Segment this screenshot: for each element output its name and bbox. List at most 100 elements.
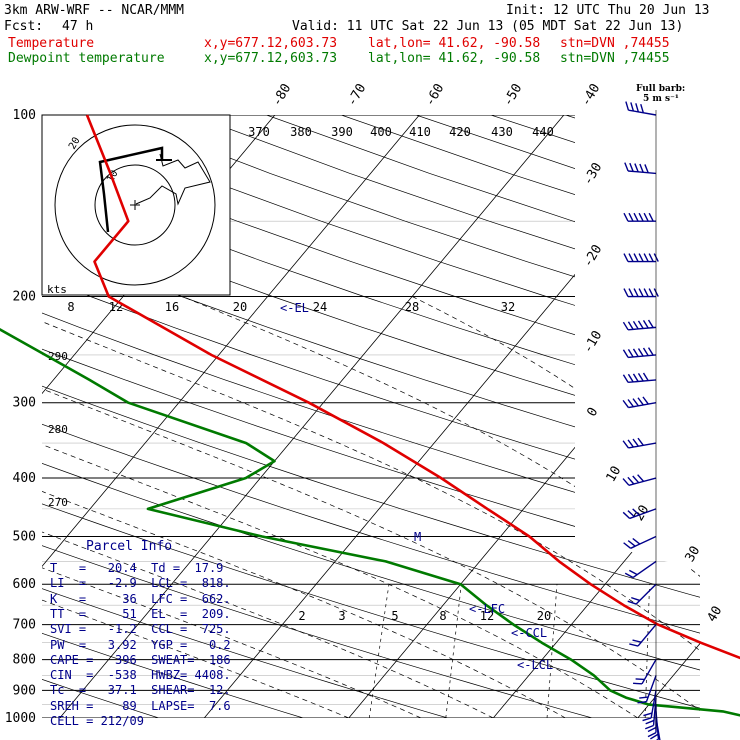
pressure-tick-label: 700 <box>13 618 36 633</box>
wind-barb-flag <box>632 348 639 357</box>
isotherm-label: -20 <box>581 242 606 270</box>
parcel-info-row: SVI = -1.2 CCL = 725. <box>50 622 231 637</box>
wind-barb-flag <box>627 510 635 518</box>
dewpoint-legend: Dewpoint temperature <box>8 51 165 66</box>
wind-barb-flag <box>629 162 634 172</box>
mixing-ratio-line <box>644 584 650 718</box>
dry-adiabat-line <box>415 115 700 718</box>
temperature-xy: x,y=677.12,603.73 <box>204 36 338 51</box>
wind-barb-flag <box>627 476 635 485</box>
barb-legend-value: 5 m s⁻¹ <box>643 94 679 104</box>
mixing-ratio-line <box>368 584 390 718</box>
theta-e-label: 410 <box>409 125 431 139</box>
isotherm-label: -40 <box>579 81 604 109</box>
dry-adiabat-line <box>42 115 448 718</box>
wind-barb-flag <box>637 397 644 406</box>
mixing-ratio-line <box>546 584 558 718</box>
wind-barb-flag <box>647 319 654 328</box>
wind-barb-flag <box>642 717 652 722</box>
theta-e-label: 400 <box>370 125 392 139</box>
wind-barb-flag <box>632 475 640 484</box>
dry-adiabat-line <box>42 115 700 718</box>
theta-e-label: 390 <box>331 125 353 139</box>
valid-time: Valid: 11 UTC Sat 22 Jun 13 (05 MDT Sat … <box>292 19 684 34</box>
dewpoint-profile <box>0 328 740 717</box>
wind-barb-flag <box>638 288 644 297</box>
wind-barb-flag <box>622 440 629 449</box>
pressure-tick-label: 500 <box>13 529 36 544</box>
isotherm-label: -70 <box>345 81 370 109</box>
wind-barb-staff <box>632 560 657 579</box>
hodograph-ring-10 <box>94 164 176 246</box>
wind-barb-flag <box>644 724 654 730</box>
parcel-info-row: T = 20.4 Td = 17.9 <box>50 561 224 575</box>
wind-barb-flag <box>628 253 634 262</box>
wind-barb-flag <box>628 569 638 576</box>
wind-barb-flag <box>623 288 629 297</box>
wind-barb-flag <box>630 102 635 112</box>
parcel-info-row: SREH = 89 LAPSE= 7.6 <box>50 698 231 713</box>
wind-barb-flag <box>627 439 634 448</box>
forecast-hours: 47 h <box>62 19 94 34</box>
moist-adiabat-line <box>42 296 638 718</box>
parcel-info-row: CIN = -538 HWBZ= 4408. <box>50 668 231 683</box>
hodograph-speed-label: 20 <box>233 300 247 314</box>
dry-adiabat-line <box>42 115 593 718</box>
wind-barb-flag <box>648 212 654 222</box>
mixing-ratio-label: 20 <box>537 609 551 623</box>
isotherm-label: -60 <box>423 81 448 109</box>
wind-barb-flag <box>647 726 657 733</box>
dry-adiabat-line <box>42 115 700 718</box>
wind-barb-flag <box>643 712 653 717</box>
wind-barbs <box>622 101 661 740</box>
parcel-info-row: LI = -2.9 LCL = 818. <box>50 576 231 591</box>
hodograph-ring-label: 20 <box>67 136 83 152</box>
wind-barb-flag <box>640 103 644 113</box>
mixing-ratio-label: 12 <box>480 609 494 623</box>
wind-barb-flag <box>623 212 629 222</box>
hodograph-ring-20 <box>54 124 216 286</box>
wind-barb-flag <box>632 537 641 545</box>
wind-barb-flag <box>627 348 634 358</box>
hodograph-trace-thin <box>135 153 211 206</box>
wind-barb-flag <box>639 163 644 173</box>
wind-barb-flag <box>633 682 643 685</box>
wind-barb-flag <box>637 348 644 357</box>
pressure-tick-label: 300 <box>13 396 36 411</box>
wind-barb-flag <box>632 438 639 447</box>
el-marker: <-EL <box>280 301 309 315</box>
dry-adiabat-line <box>191 115 700 718</box>
parcel-info-row: PW = 3.92 YGP = 0.2 <box>50 637 231 652</box>
wind-barb-flag <box>629 643 639 647</box>
wind-barb-flag <box>622 478 630 486</box>
theta-e-label: 370 <box>248 125 270 139</box>
wind-barb-flag <box>642 372 649 381</box>
wind-barb-flag <box>622 321 629 331</box>
wind-barb-flag <box>648 253 654 262</box>
isotherm-label: 10 <box>604 464 625 485</box>
model-title: 3km ARW-WRF -- NCAR/MMM <box>4 3 185 18</box>
mixing-ratio-label: 5 <box>391 609 398 623</box>
parcel-info-row: K = 36 LFC = 662. <box>50 591 231 606</box>
m-marker: M <box>414 530 421 544</box>
temperature-profile <box>85 114 740 660</box>
wind-barb-flag <box>622 349 629 358</box>
wind-barb-flag <box>624 162 629 172</box>
wind-barb-flag <box>627 600 637 605</box>
wind-barb-flag <box>648 288 654 297</box>
hodograph-speed-label: 16 <box>165 300 179 314</box>
parcel-info-row: CELL = 212/09 <box>50 714 144 728</box>
wind-barb-flag <box>635 103 640 113</box>
dry-adiabat-line <box>42 115 700 718</box>
wind-barb-flag <box>637 373 644 382</box>
wind-barb-flag <box>623 253 629 262</box>
isotherm-label: 0 <box>585 405 602 419</box>
pressure-tick-label: 800 <box>13 653 36 668</box>
wind-barb-flag <box>624 572 634 579</box>
wind-barb-flag <box>637 701 647 704</box>
lfc-marker: <-LFC <box>469 602 505 616</box>
isotherm-label: 40 <box>705 604 726 625</box>
pressure-tick-label: 900 <box>13 683 36 698</box>
